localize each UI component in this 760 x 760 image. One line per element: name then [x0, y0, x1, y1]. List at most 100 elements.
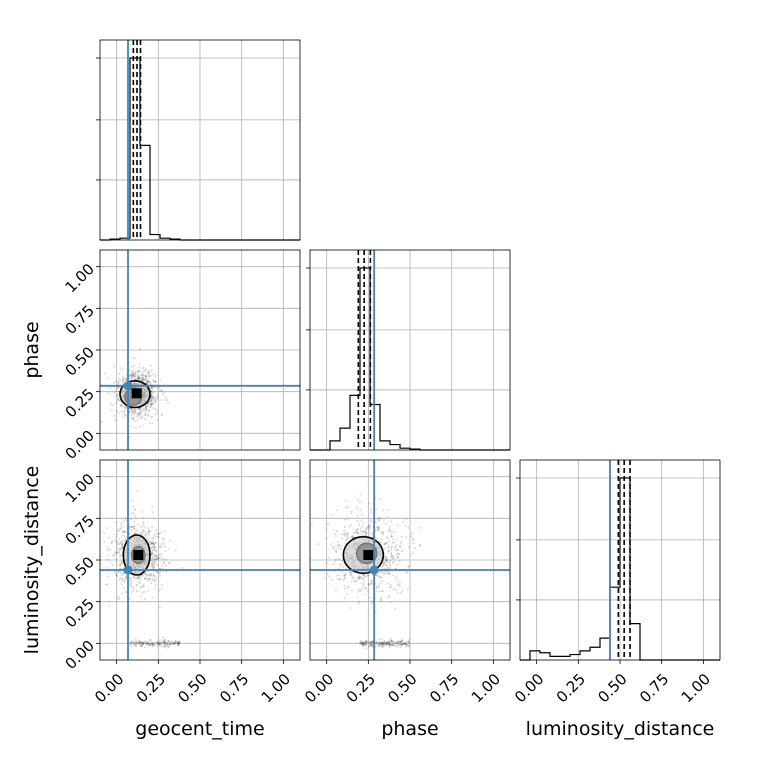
scatter-point	[162, 541, 165, 544]
scatter-point	[132, 372, 135, 375]
scatter-point	[143, 525, 146, 528]
scatter-point	[121, 375, 124, 378]
scatter-point	[151, 563, 154, 566]
scatter-point	[113, 365, 116, 368]
scatter-point	[150, 389, 153, 392]
scatter-point	[380, 576, 383, 579]
scatter-point	[154, 549, 157, 552]
scatter-point	[356, 532, 359, 535]
scatter-point	[383, 641, 386, 644]
scatter-point	[137, 639, 140, 642]
scatter-point	[176, 641, 179, 644]
scatter-point	[117, 529, 120, 532]
scatter-point	[141, 643, 144, 646]
scatter-point	[386, 642, 389, 645]
scatter-point	[150, 374, 153, 377]
scatter-point	[375, 641, 378, 644]
scatter-point	[165, 641, 168, 644]
scatter-point	[146, 578, 149, 581]
scatter-point	[131, 587, 134, 590]
scatter-point	[124, 517, 127, 520]
scatter-point	[363, 531, 366, 534]
scatter-point	[142, 366, 145, 369]
scatter-point	[374, 573, 377, 576]
scatter-point	[365, 641, 368, 644]
scatter-point	[156, 396, 159, 399]
scatter-point	[134, 372, 137, 375]
scatter-point	[348, 525, 351, 528]
scatter-point	[146, 382, 149, 385]
scatter-point	[121, 559, 124, 562]
scatter-point	[370, 580, 373, 583]
scatter-point	[392, 561, 395, 564]
scatter-point	[129, 642, 132, 645]
scatter-point	[337, 546, 340, 549]
scatter-point	[162, 562, 165, 565]
scatter-point	[383, 640, 386, 643]
scatter-point	[152, 543, 155, 546]
scatter-point	[134, 638, 137, 641]
scatter-point	[335, 509, 338, 512]
scatter-point	[174, 549, 177, 552]
scatter-point	[338, 578, 341, 581]
scatter-point	[148, 421, 151, 424]
scatter-point	[132, 369, 135, 372]
scatter-point	[150, 403, 153, 406]
scatter-point	[131, 499, 134, 502]
scatter-point	[383, 643, 386, 646]
scatter-point	[139, 644, 142, 647]
scatter-point	[362, 573, 365, 576]
scatter-point	[385, 570, 388, 573]
scatter-point	[153, 546, 156, 549]
scatter-point	[121, 546, 124, 549]
scatter-point	[132, 417, 135, 420]
scatter-point	[405, 643, 408, 646]
x-tick-label: 0.25	[343, 670, 379, 706]
scatter-point	[145, 375, 148, 378]
scatter-point	[377, 517, 380, 520]
scatter-point	[158, 543, 161, 546]
scatter-point	[355, 531, 358, 534]
scatter-point	[149, 406, 152, 409]
scatter-point	[401, 638, 404, 641]
scatter-point	[364, 643, 367, 646]
panel-frame	[309, 249, 511, 451]
scatter-point	[159, 574, 162, 577]
scatter-point	[149, 387, 152, 390]
scatter-point	[364, 593, 367, 596]
scatter-point	[345, 536, 348, 539]
scatter-point	[148, 539, 151, 542]
scatter-point	[376, 526, 379, 529]
scatter-point	[384, 556, 387, 559]
scatter-point	[392, 557, 395, 560]
scatter-point	[132, 576, 135, 579]
scatter-point	[368, 645, 371, 648]
scatter-point	[379, 582, 382, 585]
scatter-point	[386, 567, 389, 570]
scatter-point	[140, 645, 143, 648]
scatter-point	[397, 556, 400, 559]
scatter-point	[120, 562, 123, 565]
scatter-point	[388, 642, 391, 645]
scatter-point	[395, 575, 398, 578]
scatter-point	[135, 529, 138, 532]
scatter-point	[375, 508, 378, 511]
scatter-point	[355, 506, 358, 509]
scatter-point	[157, 557, 160, 560]
scatter-point	[371, 600, 374, 603]
scatter-point	[396, 645, 399, 648]
scatter-point	[400, 643, 403, 646]
scatter-point	[138, 641, 141, 644]
scatter-point	[359, 493, 362, 496]
scatter-point	[144, 374, 147, 377]
scatter-point	[141, 644, 144, 647]
scatter-point	[123, 531, 126, 534]
scatter-point	[123, 410, 126, 413]
scatter-point	[141, 378, 144, 381]
scatter-point	[346, 533, 349, 536]
scatter-point	[154, 587, 157, 590]
scatter-point	[135, 642, 138, 645]
scatter-point	[140, 411, 143, 414]
scatter-point	[137, 413, 140, 416]
scatter-point	[332, 563, 335, 566]
